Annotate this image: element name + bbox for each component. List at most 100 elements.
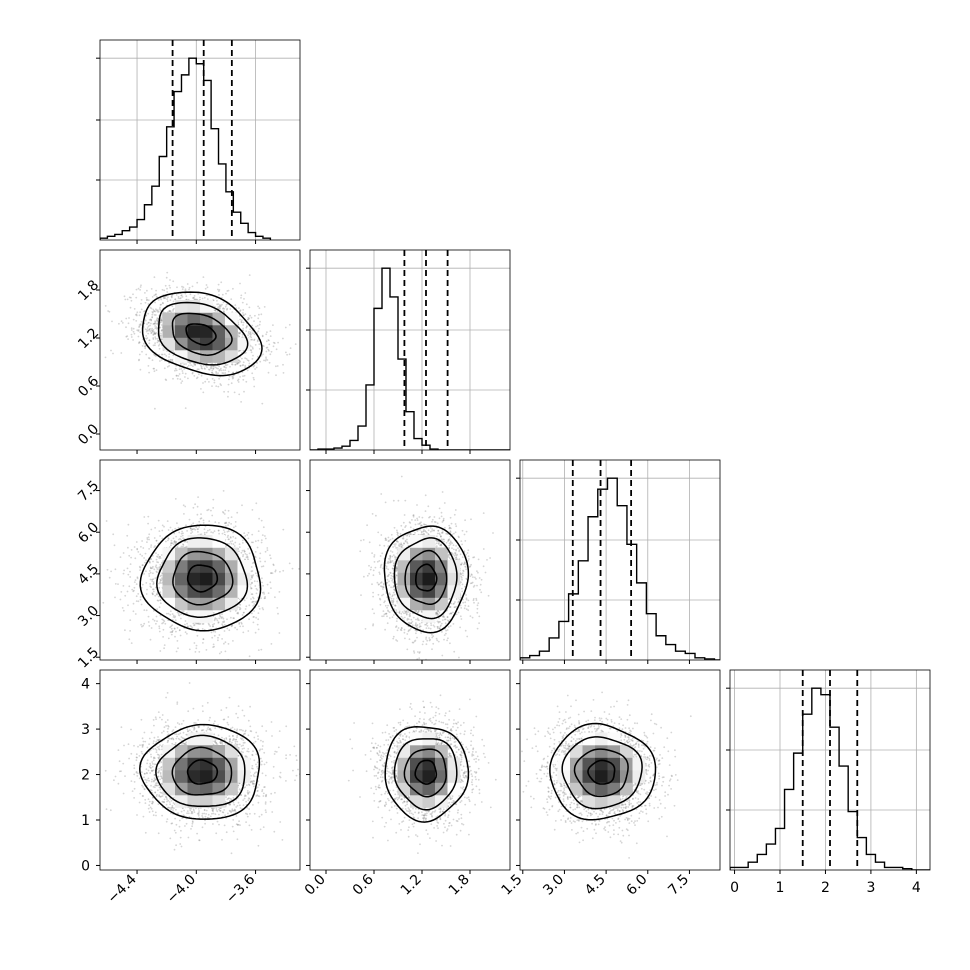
sample-point [157, 519, 160, 522]
sample-point [262, 345, 265, 348]
sample-point [217, 621, 220, 623]
sample-point [157, 310, 160, 313]
sample-point [127, 546, 129, 549]
sample-point [202, 519, 205, 522]
sample-point [264, 595, 266, 598]
sample-point [124, 594, 127, 597]
sample-point [155, 615, 158, 618]
sample-point [126, 567, 129, 570]
sample-point [204, 287, 207, 290]
sample-point [113, 544, 116, 547]
sample-point [184, 292, 187, 295]
sample-point [278, 632, 281, 634]
sample-point [254, 556, 257, 559]
sample-point [143, 609, 146, 611]
sample-point [218, 617, 221, 620]
sample-point [156, 317, 159, 320]
sample-point [166, 300, 169, 303]
contours [141, 291, 263, 377]
sample-point [252, 616, 255, 618]
sample-point [224, 650, 227, 653]
sample-point [178, 531, 181, 534]
sample-point [192, 506, 195, 509]
sample-point [153, 294, 156, 297]
sample-point [248, 274, 251, 276]
sample-point [244, 313, 247, 315]
pair-panel-0-2 [96, 459, 301, 664]
sample-point [243, 374, 246, 377]
sample-point [208, 381, 210, 383]
sample-point [130, 336, 133, 338]
sample-point [239, 318, 242, 321]
sample-point [212, 367, 215, 370]
histogram-series [100, 57, 272, 240]
sample-point [269, 554, 271, 557]
sample-point [148, 548, 151, 550]
sample-point [282, 372, 285, 374]
sample-point [246, 369, 249, 372]
sample-point [150, 567, 153, 570]
sample-point [211, 623, 214, 626]
sample-point [127, 322, 130, 325]
sample-point [222, 308, 224, 310]
sample-point [242, 329, 244, 332]
sample-point [127, 573, 130, 576]
sample-point [223, 365, 226, 368]
sample-point [202, 522, 205, 524]
sample-point [180, 382, 183, 384]
sample-point [255, 601, 257, 604]
sample-point [144, 328, 147, 331]
sample-point [226, 536, 229, 538]
sample-point [181, 288, 184, 290]
sample-point [152, 583, 155, 586]
sample-point [178, 629, 181, 631]
sample-point [154, 337, 157, 340]
sample-point [170, 295, 173, 297]
sample-point [222, 511, 225, 514]
sample-point [210, 531, 213, 533]
sample-point [141, 583, 144, 586]
sample-point [234, 626, 237, 629]
sample-point [172, 350, 174, 353]
sample-point [159, 599, 162, 602]
sample-point [220, 296, 223, 299]
sample-point [231, 363, 233, 366]
sample-point [104, 356, 107, 359]
sample-point [254, 631, 257, 634]
sample-point [254, 344, 257, 346]
sample-point [145, 353, 148, 356]
sample-point [239, 309, 242, 312]
sample-point [254, 368, 256, 370]
sample-point [190, 625, 193, 628]
sample-point [152, 308, 155, 311]
sample-point [225, 522, 228, 524]
sample-point [153, 370, 156, 373]
sample-point [265, 350, 268, 353]
sample-point [221, 293, 224, 296]
sample-point [160, 577, 163, 580]
sample-point [267, 371, 270, 374]
sample-point [147, 365, 150, 367]
sample-point [228, 538, 230, 541]
sample-point [195, 644, 198, 647]
sample-point [258, 557, 261, 560]
sample-point [212, 646, 215, 648]
hist-panel-0 [96, 39, 301, 244]
sample-point [248, 317, 250, 320]
sample-point [193, 624, 195, 627]
sample-point [168, 356, 170, 358]
sample-point [234, 525, 237, 528]
sample-point [220, 617, 223, 620]
sample-point [220, 651, 223, 653]
sample-point [256, 574, 259, 577]
sample-point [214, 617, 217, 619]
sample-point [217, 529, 220, 532]
sample-point [229, 536, 232, 539]
sample-point [235, 307, 238, 309]
sample-point [272, 345, 275, 348]
sample-point [243, 390, 245, 393]
sample-point [250, 566, 253, 568]
sample-point [135, 313, 138, 316]
sample-point [262, 608, 265, 611]
sample-point [247, 318, 250, 321]
